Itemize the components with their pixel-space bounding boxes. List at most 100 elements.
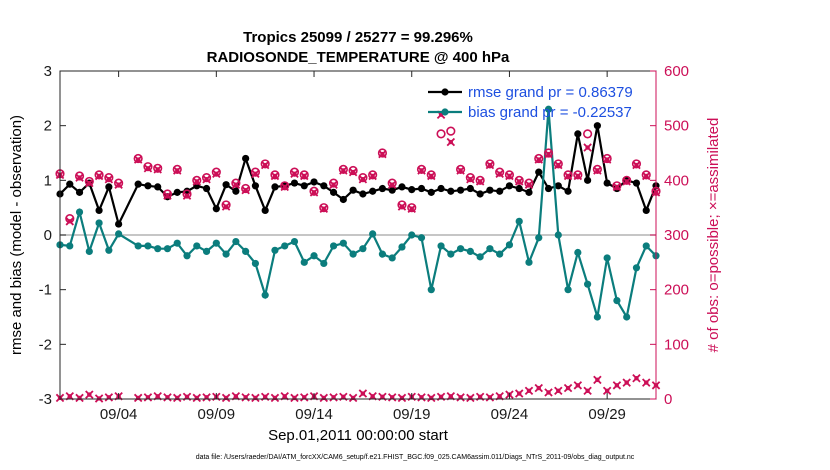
data-point-rmse-grand-pr-0-86379 <box>369 187 377 195</box>
marker-center <box>370 394 375 399</box>
obs-possible-marker <box>426 170 436 180</box>
data-point-bias-grand-pr-0-22537 <box>154 245 162 253</box>
marker-center <box>614 184 620 190</box>
marker-center <box>477 179 483 184</box>
y-tick-label: -2 <box>39 336 52 353</box>
marker-center <box>253 171 258 176</box>
obs-assimilated-marker <box>534 383 543 393</box>
marker-center <box>145 166 151 171</box>
marker-center <box>262 162 268 168</box>
marker-center <box>556 162 561 168</box>
marker-center <box>399 204 405 209</box>
obs-assimilated-marker <box>133 155 143 164</box>
obs-assimilated-marker <box>309 188 319 197</box>
obs-assimilated-marker <box>554 386 563 396</box>
marker-center <box>204 177 209 182</box>
obs-assimilated-marker <box>114 180 123 189</box>
data-point-bias-grand-pr-0-22537 <box>388 254 396 262</box>
data-point-bias-grand-pr-0-22537 <box>447 250 455 258</box>
data-point-rmse-grand-pr-0-86379 <box>642 206 650 214</box>
marker-center <box>87 180 92 186</box>
obs-assimilated-marker <box>231 180 241 189</box>
data-point-rmse-grand-pr-0-86379 <box>290 179 299 187</box>
marker-center <box>497 171 502 176</box>
obs-possible-marker <box>485 159 495 169</box>
obs-assimilated-marker <box>485 393 495 402</box>
marker-center <box>487 162 493 168</box>
obs-possible-marker <box>446 126 456 136</box>
obs-possible-marker <box>573 170 583 180</box>
data-point-bias-grand-pr-0-22537 <box>242 247 250 255</box>
data-point-rmse-grand-pr-0-86379 <box>515 184 523 193</box>
marker-center <box>233 182 239 187</box>
marker-center <box>204 395 209 400</box>
data-point-bias-grand-pr-0-22537 <box>261 291 269 299</box>
obs-assimilated-marker <box>85 390 94 399</box>
obs-assimilated-marker <box>143 393 153 402</box>
marker-center <box>135 157 141 162</box>
y-axis-title: rmse and bias (model - observation) <box>8 115 25 355</box>
y2-tick-label: 100 <box>664 336 689 353</box>
data-point-rmse-grand-pr-0-86379 <box>339 195 347 204</box>
obs-assimilated-marker <box>446 137 456 147</box>
obs-possible-marker <box>534 153 544 164</box>
marker-center <box>292 171 297 176</box>
marker-center <box>331 182 336 187</box>
data-point-rmse-grand-pr-0-86379 <box>310 178 318 186</box>
marker-center <box>155 167 160 172</box>
data-point-rmse-grand-pr-0-86379 <box>212 205 220 213</box>
obs-assimilated-marker <box>563 171 573 181</box>
obs-assimilated-marker <box>329 180 338 189</box>
marker-center <box>67 219 72 224</box>
marker-center <box>341 394 346 400</box>
legend-marker-1 <box>441 108 449 116</box>
marker-center <box>644 173 649 179</box>
data-point-bias-grand-pr-0-22537 <box>173 239 181 247</box>
marker-center <box>96 173 102 179</box>
obs-assimilated-marker <box>94 394 104 403</box>
marker-center <box>145 395 151 400</box>
marker-center <box>409 206 414 211</box>
data-point-bias-grand-pr-0-22537 <box>584 280 592 288</box>
marker-center <box>546 151 551 157</box>
obs-possible-marker <box>514 175 524 185</box>
marker-center <box>116 182 121 187</box>
data-point-bias-grand-pr-0-22537 <box>369 230 377 238</box>
data-point-bias-grand-pr-0-22537 <box>554 231 562 239</box>
marker-center <box>595 377 600 383</box>
obs-assimilated-marker <box>427 171 436 181</box>
obs-assimilated-marker <box>173 166 182 175</box>
data-point-rmse-grand-pr-0-86379 <box>300 182 308 190</box>
marker-center <box>389 182 395 187</box>
data-point-rmse-grand-pr-0-86379 <box>202 184 211 193</box>
data-point-bias-grand-pr-0-22537 <box>515 217 523 225</box>
data-point-rmse-grand-pr-0-86379 <box>398 183 406 191</box>
marker-center <box>468 177 473 182</box>
obs-assimilated-marker <box>534 155 543 164</box>
obs-assimilated-marker <box>524 180 534 189</box>
obs-assimilated-marker <box>94 171 104 181</box>
data-point-bias-grand-pr-0-22537 <box>183 252 191 260</box>
data-point-rmse-grand-pr-0-86379 <box>222 181 230 189</box>
marker-center <box>595 168 600 173</box>
data-point-bias-grand-pr-0-22537 <box>525 258 533 266</box>
obs-possible-marker <box>299 170 309 180</box>
obs-assimilated-marker <box>583 386 592 396</box>
marker-center <box>272 173 278 179</box>
obs-possible-marker <box>612 181 622 191</box>
obs-assimilated-marker <box>212 169 221 179</box>
obs-possible-marker <box>602 153 612 164</box>
data-point-bias-grand-pr-0-22537 <box>593 313 601 321</box>
legend-marker-0 <box>441 88 449 96</box>
data-point-bias-grand-pr-0-22537 <box>339 239 347 247</box>
data-point-rmse-grand-pr-0-86379 <box>603 179 611 187</box>
data-point-bias-grand-pr-0-22537 <box>574 248 582 257</box>
data-point-bias-grand-pr-0-22537 <box>75 208 84 216</box>
obs-possible-marker <box>270 170 280 180</box>
obs-assimilated-marker <box>387 180 397 189</box>
legend-label-0: rmse grand pr = 0.86379 <box>468 84 633 101</box>
data-point-bias-grand-pr-0-22537 <box>623 313 631 321</box>
marker-center <box>175 168 180 173</box>
marker-center <box>302 395 307 400</box>
marker-center <box>350 169 356 175</box>
